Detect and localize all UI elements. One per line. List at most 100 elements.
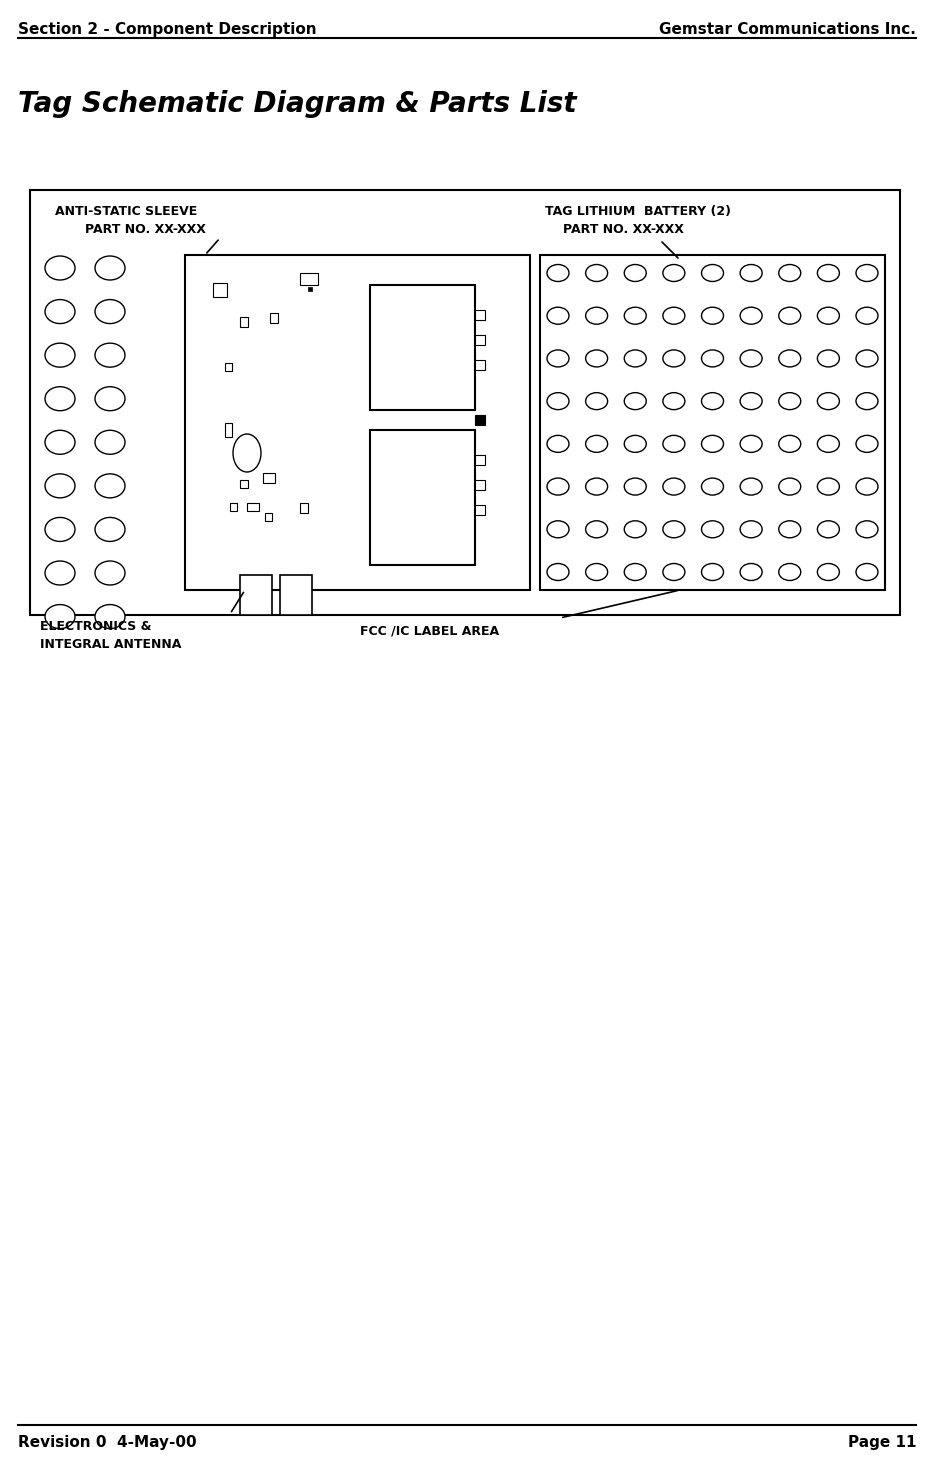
Bar bbox=[30, 190, 900, 616]
Ellipse shape bbox=[856, 264, 878, 282]
Bar bbox=[475, 360, 485, 371]
Ellipse shape bbox=[95, 518, 125, 541]
Ellipse shape bbox=[624, 563, 646, 581]
Ellipse shape bbox=[663, 479, 685, 495]
Ellipse shape bbox=[779, 563, 800, 581]
Ellipse shape bbox=[817, 479, 840, 495]
Bar bbox=[213, 283, 227, 298]
Ellipse shape bbox=[817, 308, 840, 324]
Text: Tag Schematic Diagram & Parts List: Tag Schematic Diagram & Parts List bbox=[18, 90, 576, 118]
Ellipse shape bbox=[586, 308, 608, 324]
Ellipse shape bbox=[547, 479, 569, 495]
Text: Section 2 - Component Description: Section 2 - Component Description bbox=[18, 22, 317, 36]
Ellipse shape bbox=[95, 562, 125, 585]
Bar bbox=[475, 414, 485, 425]
Bar bbox=[300, 503, 308, 514]
Ellipse shape bbox=[233, 433, 261, 473]
Bar bbox=[265, 514, 272, 521]
Ellipse shape bbox=[45, 387, 75, 411]
Text: ANTI-STATIC SLEEVE: ANTI-STATIC SLEEVE bbox=[55, 206, 197, 217]
Ellipse shape bbox=[663, 521, 685, 538]
Ellipse shape bbox=[624, 264, 646, 282]
Bar bbox=[475, 455, 485, 465]
Bar bbox=[225, 423, 232, 438]
Ellipse shape bbox=[624, 435, 646, 452]
Ellipse shape bbox=[701, 435, 724, 452]
Ellipse shape bbox=[817, 392, 840, 410]
Bar bbox=[240, 317, 248, 327]
Ellipse shape bbox=[624, 308, 646, 324]
Text: Revision 0  4-May-00: Revision 0 4-May-00 bbox=[18, 1436, 197, 1450]
Ellipse shape bbox=[740, 308, 762, 324]
Ellipse shape bbox=[740, 435, 762, 452]
Ellipse shape bbox=[856, 308, 878, 324]
Bar bbox=[185, 255, 530, 589]
Ellipse shape bbox=[586, 350, 608, 366]
Ellipse shape bbox=[663, 563, 685, 581]
Ellipse shape bbox=[95, 343, 125, 368]
Bar bbox=[280, 575, 312, 616]
Ellipse shape bbox=[45, 562, 75, 585]
Ellipse shape bbox=[586, 264, 608, 282]
Ellipse shape bbox=[817, 563, 840, 581]
Ellipse shape bbox=[701, 521, 724, 538]
Bar bbox=[308, 287, 312, 290]
Ellipse shape bbox=[701, 479, 724, 495]
Ellipse shape bbox=[740, 563, 762, 581]
Ellipse shape bbox=[779, 479, 800, 495]
Text: ELECTRONICS &: ELECTRONICS & bbox=[40, 620, 151, 633]
Ellipse shape bbox=[817, 350, 840, 366]
Ellipse shape bbox=[95, 474, 125, 498]
Text: PART NO. XX-XXX: PART NO. XX-XXX bbox=[563, 223, 684, 236]
Bar bbox=[475, 505, 485, 515]
Ellipse shape bbox=[45, 474, 75, 498]
Text: FCC /IC LABEL AREA: FCC /IC LABEL AREA bbox=[360, 624, 499, 638]
Bar bbox=[263, 473, 275, 483]
Ellipse shape bbox=[779, 392, 800, 410]
Ellipse shape bbox=[701, 264, 724, 282]
Ellipse shape bbox=[95, 387, 125, 411]
Bar bbox=[247, 503, 259, 511]
Ellipse shape bbox=[95, 299, 125, 324]
Ellipse shape bbox=[779, 521, 800, 538]
Ellipse shape bbox=[740, 264, 762, 282]
Bar bbox=[370, 430, 475, 565]
Ellipse shape bbox=[701, 308, 724, 324]
Ellipse shape bbox=[586, 392, 608, 410]
Ellipse shape bbox=[547, 563, 569, 581]
Ellipse shape bbox=[624, 479, 646, 495]
Ellipse shape bbox=[45, 604, 75, 629]
Ellipse shape bbox=[663, 308, 685, 324]
Ellipse shape bbox=[45, 299, 75, 324]
Ellipse shape bbox=[856, 479, 878, 495]
Ellipse shape bbox=[663, 435, 685, 452]
Ellipse shape bbox=[701, 350, 724, 366]
Ellipse shape bbox=[817, 264, 840, 282]
Ellipse shape bbox=[547, 392, 569, 410]
Ellipse shape bbox=[663, 392, 685, 410]
Ellipse shape bbox=[856, 563, 878, 581]
Ellipse shape bbox=[586, 479, 608, 495]
Bar bbox=[230, 503, 237, 511]
Ellipse shape bbox=[547, 435, 569, 452]
Ellipse shape bbox=[779, 350, 800, 366]
Text: Page 11: Page 11 bbox=[847, 1436, 916, 1450]
Ellipse shape bbox=[701, 392, 724, 410]
Bar bbox=[475, 480, 485, 490]
Bar bbox=[475, 309, 485, 320]
Ellipse shape bbox=[817, 435, 840, 452]
Text: PART NO. XX-XXX: PART NO. XX-XXX bbox=[85, 223, 205, 236]
Ellipse shape bbox=[586, 521, 608, 538]
Ellipse shape bbox=[45, 518, 75, 541]
Ellipse shape bbox=[817, 521, 840, 538]
Ellipse shape bbox=[95, 430, 125, 454]
Ellipse shape bbox=[624, 350, 646, 366]
Ellipse shape bbox=[663, 350, 685, 366]
Ellipse shape bbox=[856, 435, 878, 452]
Ellipse shape bbox=[95, 604, 125, 629]
Ellipse shape bbox=[547, 308, 569, 324]
Ellipse shape bbox=[701, 563, 724, 581]
Bar bbox=[370, 285, 475, 410]
Bar bbox=[540, 255, 885, 589]
Ellipse shape bbox=[547, 521, 569, 538]
